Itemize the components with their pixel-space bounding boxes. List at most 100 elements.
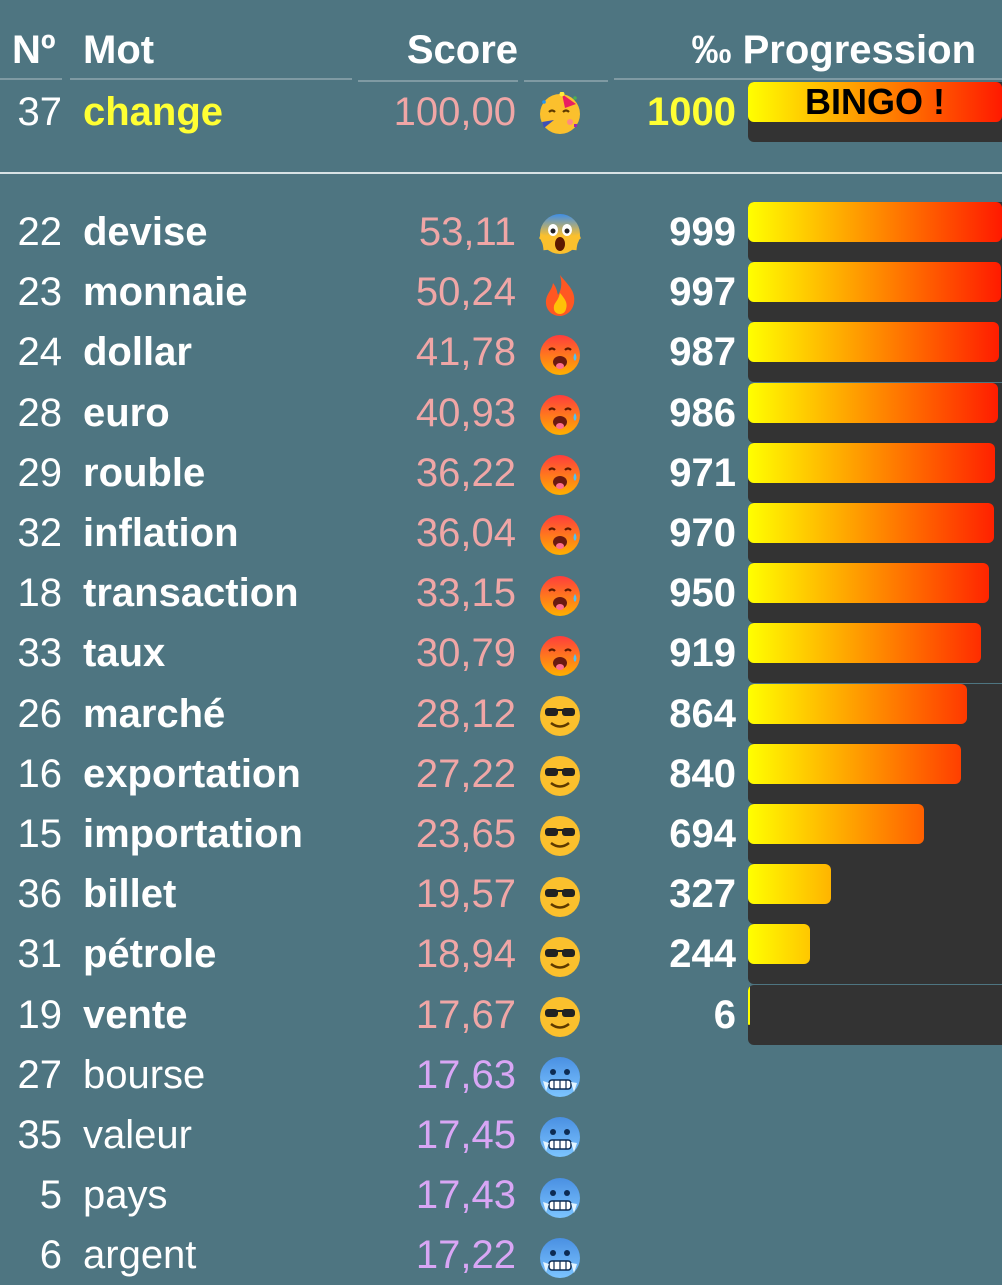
guess-word: change	[83, 90, 224, 134]
progress-bar	[748, 442, 1002, 503]
sunglasses-face-icon	[536, 985, 584, 1045]
guess-score: 41,78	[415, 330, 516, 375]
guess-word: vente	[83, 992, 188, 1037]
header-score[interactable]: Score	[358, 28, 518, 82]
guess-row: 15 importation 23,65 694	[0, 804, 1002, 864]
guess-permil: 840	[669, 751, 736, 796]
guess-permil: 987	[669, 330, 736, 375]
guess-permil: 244	[669, 932, 736, 977]
guess-number: 6	[39, 1233, 62, 1278]
guess-word: rouble	[83, 450, 206, 495]
guess-permil: 6	[713, 992, 736, 1037]
current-guess-row: 37 change 100,00 1000 BINGO !	[0, 82, 1002, 142]
guess-number: 28	[17, 390, 63, 435]
guess-number: 22	[17, 210, 63, 254]
guess-word: dollar	[83, 330, 192, 375]
header-num[interactable]: Nº	[0, 28, 62, 80]
guess-word: billet	[83, 872, 177, 917]
progress-bar	[748, 382, 1002, 443]
guess-row: 18 transaction 33,15 950	[0, 563, 1002, 624]
guess-score: 36,22	[415, 450, 516, 495]
guess-number: 23	[17, 270, 63, 315]
guess-number: 29	[17, 450, 63, 495]
progress-fill	[748, 82, 1002, 122]
progress-fill	[748, 683, 968, 724]
hot-face-icon	[536, 443, 584, 503]
guess-score: 17,67	[415, 992, 516, 1037]
sunglasses-face-icon	[536, 684, 584, 744]
header-mot[interactable]: Mot	[70, 28, 352, 80]
guess-score: 40,93	[415, 390, 516, 435]
hot-face-icon	[536, 503, 584, 563]
progress-bar	[748, 804, 1002, 864]
guess-word: taux	[83, 631, 166, 676]
progress-fill	[748, 262, 1002, 303]
guess-score: 33,15	[415, 571, 516, 616]
guess-word: valeur	[83, 1113, 192, 1157]
guess-word: exportation	[83, 751, 301, 796]
guess-permil: 1000	[647, 90, 736, 134]
guess-number: 33	[17, 631, 63, 676]
progress-bar	[748, 322, 1002, 383]
sunglasses-face-icon	[536, 804, 584, 864]
guess-row: 22 devise 53,11 999	[0, 202, 1002, 262]
guess-number: 31	[17, 932, 63, 977]
guess-permil: 970	[669, 511, 736, 555]
progress-bar	[748, 503, 1002, 563]
guess-score: 100,00	[393, 90, 516, 134]
guess-row: 28 euro 40,93 986	[0, 382, 1002, 443]
guess-row: 35 valeur 17,45	[0, 1105, 1002, 1165]
header-emoji-col	[524, 28, 608, 82]
progress-fill	[748, 563, 990, 604]
progress-bar	[748, 984, 1002, 1045]
hot-face-icon	[536, 563, 584, 623]
progress-fill	[748, 503, 995, 543]
progress-fill	[748, 623, 982, 664]
progress-fill	[748, 382, 999, 423]
guess-row: 33 taux 30,79 919	[0, 623, 1002, 684]
cold-face-icon	[536, 1165, 584, 1225]
guess-score: 17,45	[415, 1113, 516, 1157]
progress-fill	[748, 322, 999, 363]
sunglasses-face-icon	[536, 744, 584, 804]
guess-score: 27,22	[415, 751, 516, 796]
hot-face-icon	[536, 623, 584, 683]
guess-permil: 997	[669, 270, 736, 315]
guess-score: 17,43	[415, 1173, 516, 1218]
divider	[0, 172, 1002, 174]
guess-row: 16 exportation 27,22 840	[0, 743, 1002, 804]
table-header: Nº Mot Score ‰ Progression	[0, 0, 1002, 82]
progress-fill	[748, 804, 925, 844]
guess-row: 29 rouble 36,22 971	[0, 442, 1002, 503]
progress-bar	[748, 683, 1002, 744]
guess-score: 17,63	[415, 1052, 516, 1097]
guess-score: 53,11	[418, 210, 516, 254]
guess-permil: 327	[669, 872, 736, 917]
progress-fill	[748, 743, 962, 784]
header-progression[interactable]: ‰ Progression	[614, 28, 1002, 80]
guess-number: 37	[17, 90, 63, 134]
guess-row: 31 pétrole 18,94 244	[0, 924, 1002, 985]
guess-number: 27	[17, 1052, 63, 1097]
progress-bar: BINGO !	[748, 82, 1002, 142]
progress-fill	[748, 864, 832, 905]
progress-bar	[748, 563, 1002, 624]
progress-bar	[748, 924, 1002, 985]
guess-row: 26 marché 28,12 864	[0, 683, 1002, 744]
guess-permil: 986	[669, 390, 736, 435]
party-face-icon	[536, 82, 584, 142]
guess-word: inflation	[83, 511, 239, 555]
sunglasses-face-icon	[536, 924, 584, 984]
guess-word: monnaie	[83, 270, 248, 315]
guess-number: 32	[17, 511, 63, 555]
guess-score: 50,24	[415, 270, 516, 315]
guess-word: devise	[83, 210, 208, 254]
scream-face-icon	[536, 202, 584, 262]
guess-row: 23 monnaie 50,24 997	[0, 262, 1002, 323]
sunglasses-face-icon	[536, 864, 584, 924]
progress-bar	[748, 262, 1002, 323]
progress-bar	[748, 743, 1002, 804]
guess-word: bourse	[83, 1052, 206, 1097]
guess-word: marché	[83, 691, 226, 736]
guess-permil: 694	[669, 812, 736, 856]
